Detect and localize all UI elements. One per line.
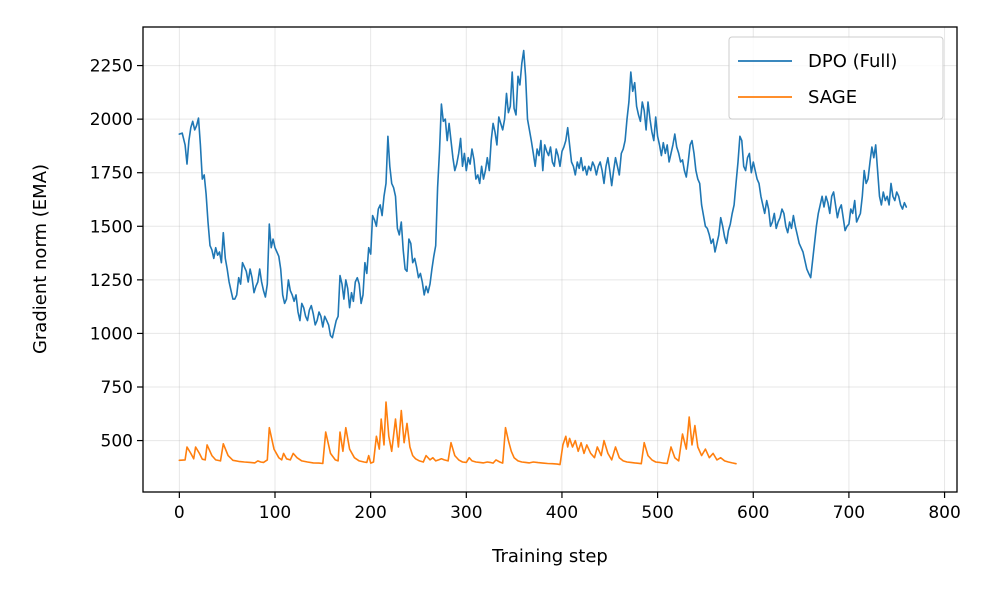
y-tick-label: 2000 [90,110,133,130]
x-tick-label: 600 [737,503,769,523]
y-tick-label: 750 [101,378,133,398]
x-tick-label: 0 [174,503,185,523]
x-tick-label: 500 [641,503,673,523]
x-axis-ticks: 0 100 200 300 400 500 600 700 800 [174,492,961,523]
legend-label-dpo-full: DPO (Full) [808,51,897,72]
y-tick-label: 1500 [90,217,133,237]
series-line-sage [178,401,737,466]
y-tick-label: 2250 [90,57,133,77]
x-tick-label: 100 [259,503,291,523]
y-axis-ticks: 500 750 1000 1250 1500 1750 2000 2250 [90,57,143,452]
legend-label-sage: SAGE [808,87,857,108]
legend: DPO (Full) SAGE [728,36,944,120]
x-tick-label: 700 [833,503,865,523]
series-lines [178,49,908,466]
x-tick-label: 300 [450,503,482,523]
series-line-dpo-full [178,49,908,339]
x-tick-label: 800 [928,503,960,523]
y-tick-label: 1250 [90,271,133,291]
x-tick-label: 200 [354,503,386,523]
y-tick-label: 500 [101,432,133,452]
plot-frame [142,26,958,493]
x-axis-label: Training step [491,546,608,567]
y-tick-label: 1000 [90,324,133,344]
y-tick-label: 1750 [90,164,133,184]
x-tick-label: 400 [546,503,578,523]
legend-box [728,36,944,120]
y-axis-label: Gradient norm (EMA) [30,164,51,354]
